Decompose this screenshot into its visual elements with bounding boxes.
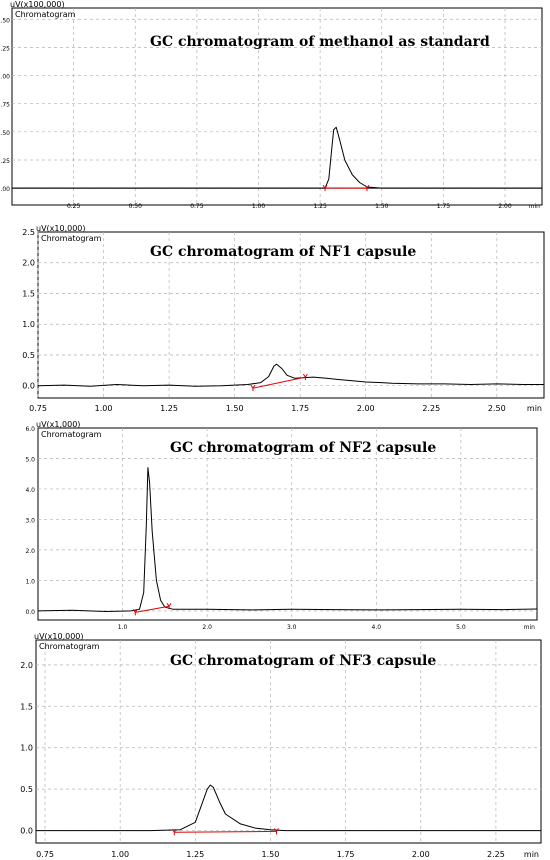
y-unit-label: uV(x1,000) bbox=[36, 420, 80, 429]
x-tick-label: 2.00 bbox=[498, 203, 512, 210]
peak-marker bbox=[274, 828, 279, 835]
chromatogram-trace bbox=[12, 126, 542, 189]
x-tick-label: 1.00 bbox=[111, 850, 129, 859]
integration-baseline bbox=[174, 830, 277, 833]
chart-title: GC chromatogram of methanol as standard bbox=[150, 34, 490, 50]
integration-baseline bbox=[252, 376, 306, 389]
x-tick-label: 1.25 bbox=[186, 850, 204, 859]
plot-frame bbox=[37, 427, 538, 621]
plot-frame bbox=[11, 7, 543, 206]
y-tick-label: 1.0 bbox=[25, 578, 35, 585]
x-tick-label: 0.25 bbox=[67, 203, 81, 210]
x-tick-label: 1.00 bbox=[252, 203, 266, 210]
x-unit-label: min bbox=[524, 850, 539, 859]
x-tick-label: 0.50 bbox=[129, 203, 143, 210]
peak-marker bbox=[171, 828, 177, 836]
x-unit-label: min bbox=[527, 404, 542, 413]
chart-title: GC chromatogram of NF3 capsule bbox=[170, 653, 436, 669]
x-tick-label: 1.75 bbox=[337, 850, 355, 859]
x-tick-label: 1.50 bbox=[262, 850, 280, 859]
y-tick-label: 1.50 bbox=[0, 17, 10, 24]
chromatogram-tag: Chromatogram bbox=[15, 10, 76, 19]
x-tick-label: 3.0 bbox=[287, 624, 297, 631]
y-tick-label: 0.00 bbox=[0, 186, 10, 193]
y-tick-label: 0.5 bbox=[22, 351, 35, 360]
chromatogram-tag: Chromatogram bbox=[41, 430, 102, 439]
y-tick-label: 0.0 bbox=[22, 382, 35, 391]
x-tick-label: 2.25 bbox=[487, 850, 505, 859]
x-tick-label: 2.0 bbox=[202, 624, 212, 631]
chart-title: GC chromatogram of NF1 capsule bbox=[150, 244, 416, 260]
chromatogram-tag: Chromatogram bbox=[39, 642, 100, 651]
y-tick-label: 2.0 bbox=[22, 259, 35, 268]
y-tick-label: 0.25 bbox=[0, 158, 10, 165]
x-unit-label: min bbox=[529, 203, 541, 210]
peak-marker bbox=[364, 184, 370, 192]
x-tick-label: 2.25 bbox=[422, 404, 440, 413]
x-unit-label: min bbox=[524, 624, 536, 631]
chromatogram-trace bbox=[37, 363, 544, 387]
x-tick-label: 2.50 bbox=[488, 404, 506, 413]
peak-marker bbox=[250, 384, 256, 392]
nf2-capsule-chromatogram: 1.0 2.0 3.0 4.0 5.0 min 0.0 1.0 2.0 3.0 4.0 5.0 6.0u… bbox=[25, 420, 538, 631]
y-tick-label: 1.5 bbox=[20, 702, 33, 711]
y-tick-label: 2.5 bbox=[22, 228, 35, 237]
chart-title: GC chromatogram of NF2 capsule bbox=[170, 440, 436, 456]
x-tick-label: 1.25 bbox=[160, 404, 178, 413]
y-tick-label: 2.0 bbox=[25, 548, 35, 555]
y-unit-label: uV(x10,000) bbox=[36, 224, 86, 233]
integration-baseline bbox=[135, 605, 170, 613]
x-tick-label: 5.0 bbox=[456, 624, 466, 631]
y-tick-label: 0.50 bbox=[0, 130, 10, 137]
x-tick-label: 1.25 bbox=[313, 203, 327, 210]
x-tick-label: 0.75 bbox=[29, 404, 47, 413]
peak-marker bbox=[322, 184, 328, 192]
y-unit-label: uV(x100,000) bbox=[10, 0, 65, 9]
peak-marker bbox=[166, 603, 172, 610]
x-tick-label: 1.50 bbox=[375, 203, 389, 210]
y-tick-label: 0.0 bbox=[20, 827, 33, 836]
methanol-standard-chromatogram: 0.25 0.50 0.75 1.00 1.25 1.50 1.75 2.00 min 0.00 0… bbox=[0, 0, 543, 210]
peak-marker bbox=[132, 609, 138, 616]
plot-frame bbox=[35, 639, 542, 844]
plot-frame bbox=[37, 231, 545, 399]
peak-marker bbox=[303, 373, 308, 381]
x-tick-label: 1.0 bbox=[118, 624, 128, 631]
y-tick-label: 3.0 bbox=[25, 517, 35, 524]
y-tick-label: 6.0 bbox=[25, 426, 35, 433]
x-tick-label: 0.75 bbox=[190, 203, 204, 210]
chromatogram-trace bbox=[36, 784, 541, 832]
y-tick-label: 4.0 bbox=[25, 487, 35, 494]
y-tick-label: 0.75 bbox=[0, 102, 10, 109]
chromatogram-tag: Chromatogram bbox=[41, 234, 102, 243]
y-tick-label: 1.5 bbox=[22, 289, 35, 298]
x-tick-label: 4.0 bbox=[372, 624, 382, 631]
y-tick-label: 1.0 bbox=[22, 320, 35, 329]
y-tick-label: 1.25 bbox=[0, 45, 10, 52]
nf1-capsule-chromatogram: 0.75 1.00 1.25 1.50 1.75 2.00 2.25 2.50 min 0.0 0.… bbox=[22, 224, 545, 413]
nf3-capsule-chromatogram: 0.75 1.00 1.25 1.50 1.75 2.00 2.25 min 0.0 0.5 1.0… bbox=[20, 632, 542, 859]
y-tick-label: 0.0 bbox=[25, 609, 35, 616]
y-tick-label: 1.00 bbox=[0, 74, 10, 81]
y-unit-label: uV(x10,000) bbox=[34, 632, 84, 641]
y-tick-label: 2.0 bbox=[20, 661, 33, 670]
x-tick-label: 2.00 bbox=[412, 850, 430, 859]
x-tick-label: 2.00 bbox=[357, 404, 375, 413]
x-tick-label: 1.00 bbox=[95, 404, 113, 413]
y-tick-label: 0.5 bbox=[20, 785, 33, 794]
x-tick-label: 1.75 bbox=[291, 404, 309, 413]
y-tick-label: 5.0 bbox=[25, 456, 35, 463]
x-tick-label: 1.75 bbox=[437, 203, 451, 210]
x-tick-label: 1.50 bbox=[226, 404, 244, 413]
x-tick-label: 0.75 bbox=[36, 850, 54, 859]
y-tick-label: 1.0 bbox=[20, 744, 33, 753]
